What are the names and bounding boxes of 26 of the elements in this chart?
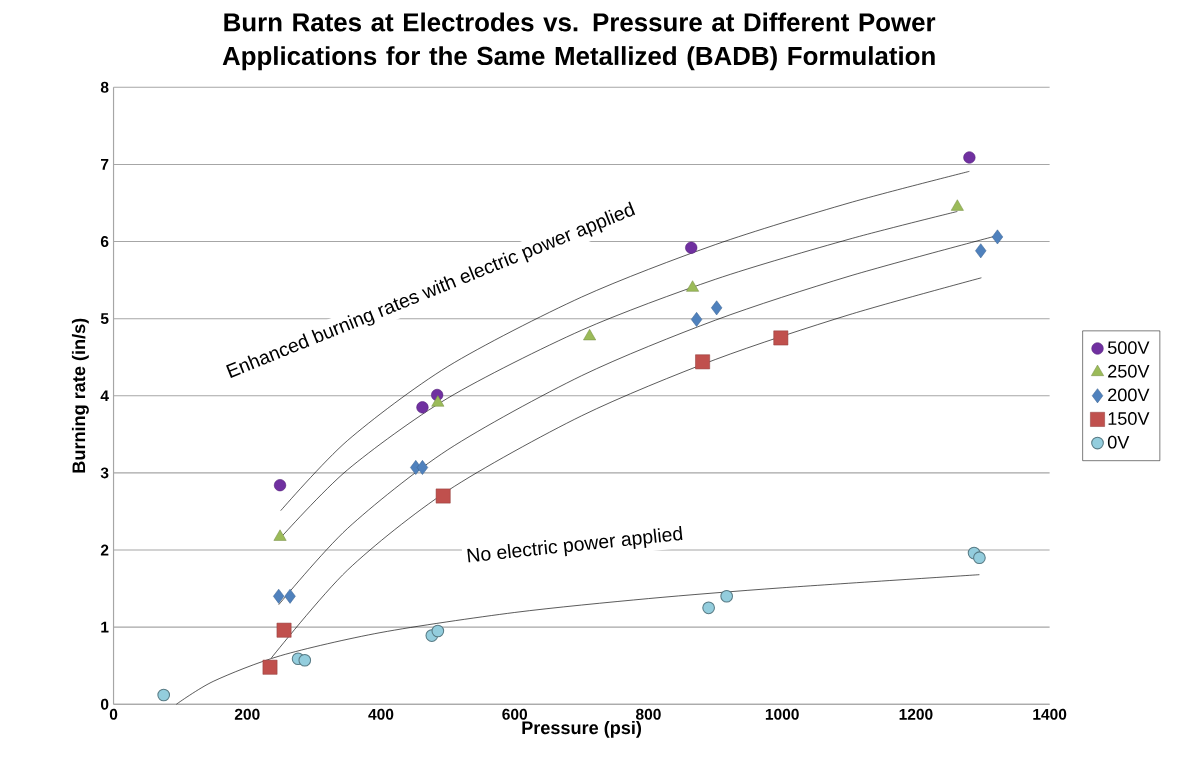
x-tick-label: 400 xyxy=(368,708,394,720)
x-tick-label: 200 xyxy=(234,708,260,720)
x-tick-label: 600 xyxy=(502,708,528,720)
x-tick-label: 1200 xyxy=(899,708,933,720)
legend-label: 0V xyxy=(1107,435,1130,449)
x-tick-label: 1000 xyxy=(765,708,799,720)
legend-label: 500V xyxy=(1107,341,1150,354)
y-tick-label: 1 xyxy=(101,621,109,633)
x-tick-label: 0 xyxy=(109,708,118,720)
y-tick-label: 4 xyxy=(100,390,109,401)
legend-label: 250V xyxy=(1108,364,1150,378)
y-tick-label: 0 xyxy=(100,698,109,710)
x-tick-label: 1400 xyxy=(1033,708,1067,720)
legend-label: 150V xyxy=(1108,411,1150,425)
x-axis-title: Pressure (psi) xyxy=(522,720,642,738)
y-tick-label: 5 xyxy=(100,313,109,324)
legend-label: 200V xyxy=(1108,388,1150,402)
y-tick-label: 3 xyxy=(100,467,109,479)
x-tick-label: 800 xyxy=(635,708,661,720)
chart-title: Burn Rates at Electrodes vs. Pressure at Different Power Applications for the Same Metallized (BADB) Formulation xyxy=(222,12,936,71)
y-tick-label: 7 xyxy=(101,158,109,170)
annotation: No electric power applied xyxy=(467,525,683,563)
y-tick-label: 2 xyxy=(100,544,109,556)
y-tick-label: 8 xyxy=(100,81,109,93)
y-tick-label: 6 xyxy=(100,235,109,247)
y-axis-title: Burning rate (in/s) xyxy=(71,318,89,473)
